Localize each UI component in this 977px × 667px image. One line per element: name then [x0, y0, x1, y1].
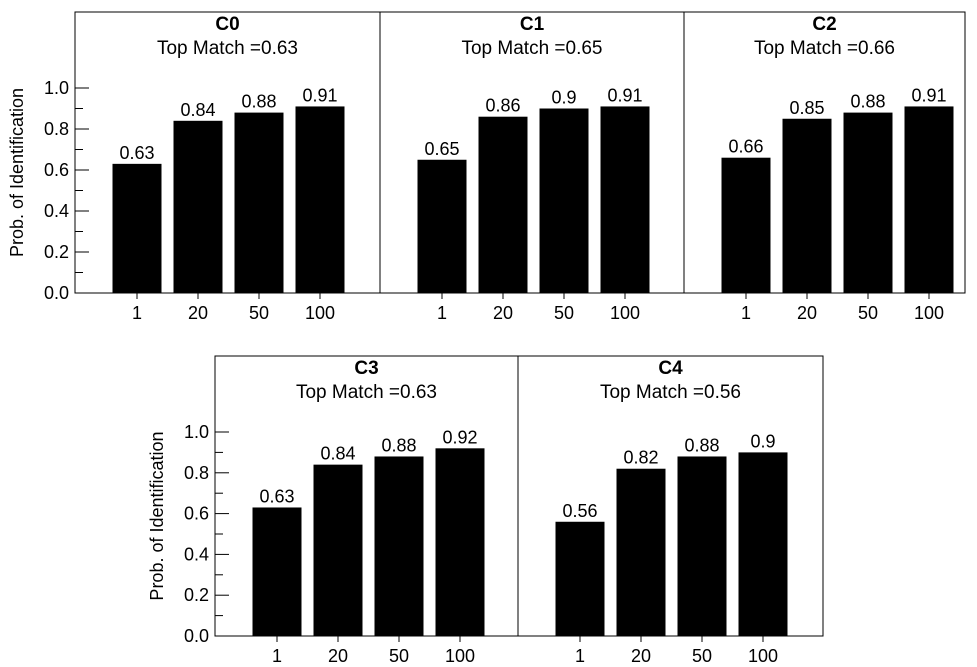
bar-c3-1 [252, 507, 302, 636]
panel-c4: C4 Top Match =0.56 0.56 1 0.82 20 0.88 50 0.9 100 [517, 356, 788, 666]
bar-c2-50 [843, 112, 893, 293]
panel-title: C0 [215, 14, 239, 35]
x-tick-label: 100 [914, 303, 944, 323]
bar-c3-20 [313, 464, 363, 636]
panel-title: C2 [812, 14, 836, 35]
x-tick-label: 100 [610, 303, 640, 323]
bar-data-label: 0.63 [119, 143, 154, 163]
bar-data-label: 0.88 [684, 435, 719, 455]
bar-data-label: 0.9 [551, 88, 576, 108]
bar-c0-1 [112, 163, 162, 293]
x-tick-label: 1 [741, 303, 751, 323]
y-tick-label: 1.0 [44, 78, 69, 98]
y-tick-label: 0.6 [44, 160, 69, 180]
bar-data-label: 0.82 [623, 448, 658, 468]
x-tick-label: 100 [445, 646, 475, 666]
y-tick-label: 0.6 [184, 504, 209, 524]
bar-c1-100 [600, 106, 650, 293]
bar-data-label: 0.92 [442, 427, 477, 447]
y-tick-label: 0.0 [44, 283, 69, 303]
bar-c1-50 [539, 108, 589, 293]
y-axis-label: Prob. of Identification [147, 431, 167, 600]
panel-title: C3 [354, 358, 378, 379]
bar-c4-100 [738, 452, 788, 636]
bar-data-label: 0.91 [302, 85, 337, 105]
x-tick-label: 50 [692, 646, 712, 666]
panel-title: C4 [658, 358, 683, 379]
bar-data-label: 0.56 [562, 501, 597, 521]
x-tick-label: 1 [437, 303, 447, 323]
bar-c4-50 [677, 456, 727, 636]
x-tick-label: 20 [493, 303, 513, 323]
bar-data-label: 0.84 [320, 444, 355, 464]
x-tick-label: 20 [328, 646, 348, 666]
bar-c0-20 [173, 120, 223, 293]
x-tick-label: 1 [575, 646, 585, 666]
x-tick-label: 50 [554, 303, 574, 323]
panel-subtitle: Top Match =0.56 [600, 382, 741, 403]
bar-c2-1 [721, 157, 771, 293]
y-tick-label: 0.4 [184, 544, 209, 564]
panel-c0: C0 Top Match =0.63 0.0 0.2 0.4 0.6 0.8 1.0 Prob.… [7, 14, 345, 323]
x-tick-label: 20 [797, 303, 817, 323]
bar-c3-100 [435, 448, 485, 636]
bar-data-label: 0.91 [911, 85, 946, 105]
bar-data-label: 0.86 [485, 96, 520, 116]
bar-c3-50 [374, 456, 424, 636]
panel-c2: C2 Top Match =0.66 0.66 1 0.85 20 0.88 50 0.91 10… [683, 12, 954, 323]
row-frame-2 [214, 355, 824, 637]
bar-c1-20 [478, 116, 528, 293]
panel-c3: C3 Top Match =0.63 0.0 0.2 0.4 0.6 0.8 1.0 Prob.… [147, 358, 485, 666]
panel-subtitle: Top Match =0.65 [461, 38, 602, 59]
x-tick-label: 50 [858, 303, 878, 323]
bar-data-label: 0.84 [180, 100, 215, 120]
bar-data-label: 0.88 [850, 92, 885, 112]
x-tick-label: 1 [132, 303, 142, 323]
bar-data-label: 0.9 [750, 431, 775, 451]
bar-c4-20 [616, 468, 666, 636]
x-tick-label: 20 [188, 303, 208, 323]
x-tick-label: 1 [272, 646, 282, 666]
bar-data-label: 0.88 [241, 92, 276, 112]
panel-subtitle: Top Match =0.66 [754, 38, 895, 59]
bar-data-label: 0.88 [381, 435, 416, 455]
bar-data-label: 0.91 [607, 85, 642, 105]
y-tick-label: 0.0 [184, 626, 209, 646]
panel-c1: C1 Top Match =0.65 0.65 1 0.86 20 0.9 50 0.91 100 [379, 12, 650, 323]
panel-title: C1 [520, 14, 545, 35]
bar-c4-1 [555, 521, 605, 636]
panel-subtitle: Top Match =0.63 [296, 382, 437, 403]
x-tick-label: 100 [748, 646, 778, 666]
bar-c1-1 [417, 159, 467, 293]
x-tick-label: 100 [305, 303, 335, 323]
y-tick-label: 0.8 [184, 463, 209, 483]
bar-c0-50 [234, 112, 284, 293]
y-axis-label: Prob. of Identification [7, 88, 27, 257]
panel-subtitle: Top Match =0.63 [157, 38, 298, 59]
bar-c2-100 [904, 106, 954, 293]
y-tick-label: 1.0 [184, 422, 209, 442]
bar-data-label: 0.66 [728, 137, 763, 157]
x-tick-label: 20 [631, 646, 651, 666]
bar-data-label: 0.63 [259, 486, 294, 506]
x-tick-label: 50 [249, 303, 269, 323]
bar-c0-100 [295, 106, 345, 293]
bar-c2-20 [782, 118, 832, 293]
y-tick-label: 0.8 [44, 119, 69, 139]
y-tick-label: 0.4 [44, 201, 69, 221]
y-tick-label: 0.2 [44, 242, 69, 262]
y-tick-label: 0.2 [184, 585, 209, 605]
bar-data-label: 0.65 [424, 139, 459, 159]
bar-data-label: 0.85 [789, 98, 824, 118]
x-tick-label: 50 [389, 646, 409, 666]
